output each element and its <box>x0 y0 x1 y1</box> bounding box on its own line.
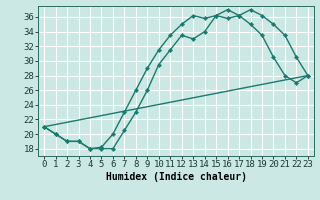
X-axis label: Humidex (Indice chaleur): Humidex (Indice chaleur) <box>106 172 246 182</box>
